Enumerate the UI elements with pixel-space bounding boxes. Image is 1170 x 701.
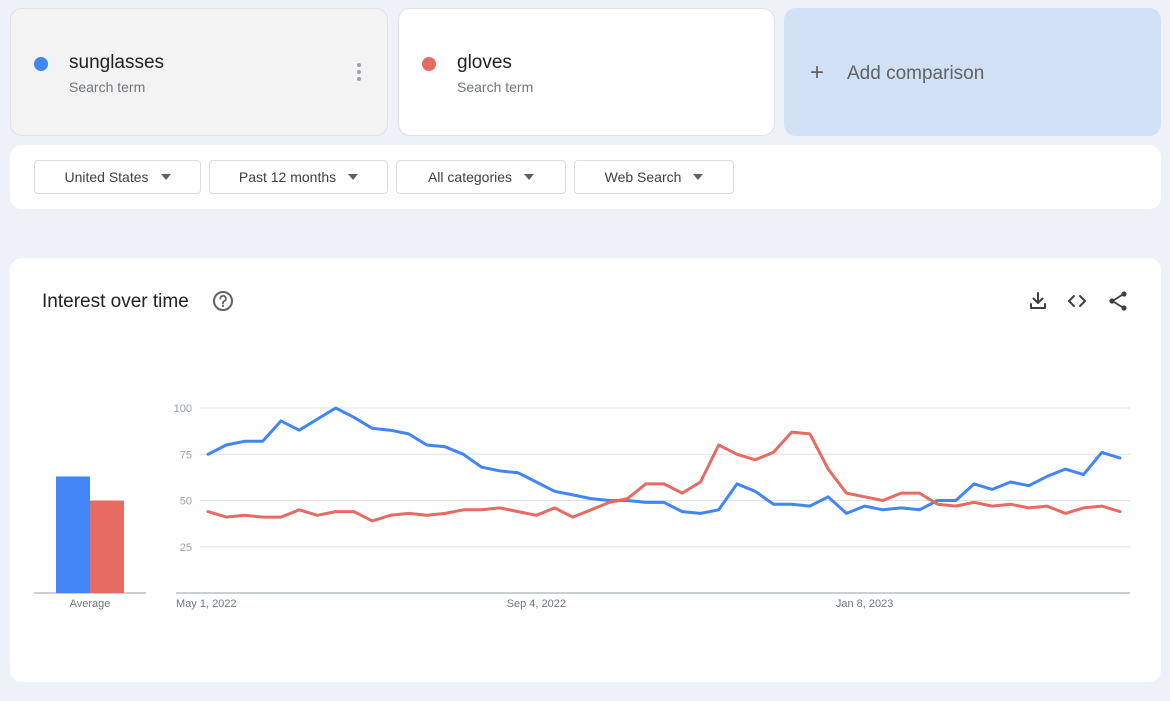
chart-title: Interest over time [42, 291, 189, 312]
plus-icon: + [810, 59, 825, 86]
caret-down-icon [160, 174, 171, 180]
add-comparison-button[interactable]: + Add comparison [784, 8, 1161, 136]
term-card-gloves[interactable]: gloves Search term [398, 8, 775, 136]
caret-down-icon [348, 174, 359, 180]
time-filter-label: Past 12 months [238, 169, 337, 185]
category-filter-label: All categories [427, 169, 513, 185]
region-filter-dropdown[interactable]: United States [34, 160, 201, 194]
download-icon[interactable] [1026, 289, 1050, 313]
embed-code-icon[interactable] [1065, 289, 1089, 313]
series-line-sunglasses [206, 406, 1122, 515]
y-tick-label: 50 [180, 496, 192, 508]
series-line-gloves [206, 430, 1122, 523]
term-name: gloves [457, 52, 512, 73]
term-card-sunglasses[interactable]: sunglasses Search term [10, 8, 388, 136]
y-tick-label: 25 [180, 542, 192, 554]
term-color-dot [422, 57, 436, 71]
interest-over-time-card: Interest over time 25 50 75 100 May 1, 2022 S… [10, 258, 1161, 682]
interest-over-time-chart: 25 50 75 100 May 1, 2022 Sep 4, 2022 Jan 8, 20… [34, 403, 1130, 610]
x-tick-label: Sep 4, 2022 [507, 598, 566, 610]
search-type-filter-label: Web Search [604, 169, 682, 185]
term-name: sunglasses [69, 52, 165, 73]
share-icon[interactable] [1106, 289, 1130, 313]
search-type-filter-dropdown[interactable]: Web Search [574, 160, 734, 194]
average-bar-sunglasses [56, 476, 90, 593]
y-tick-label: 75 [180, 449, 192, 461]
time-filter-dropdown[interactable]: Past 12 months [209, 160, 388, 194]
x-tick-label: May 1, 2022 [176, 598, 237, 610]
average-label: Average [70, 598, 111, 610]
term-subtitle: Search term [457, 79, 534, 95]
caret-down-icon [693, 174, 704, 180]
filters-bar: United States Past 12 months All categor… [10, 145, 1161, 209]
caret-down-icon [524, 174, 535, 180]
average-bar-gloves [90, 500, 124, 593]
help-icon[interactable] [212, 290, 234, 312]
region-filter-label: United States [64, 169, 149, 185]
category-filter-dropdown[interactable]: All categories [396, 160, 566, 194]
y-tick-label: 100 [174, 403, 192, 415]
term-color-dot [34, 57, 48, 71]
more-options-icon[interactable] [353, 63, 365, 85]
term-subtitle: Search term [69, 79, 146, 95]
add-comparison-label: Add comparison [847, 63, 985, 84]
x-tick-label: Jan 8, 2023 [836, 598, 894, 610]
